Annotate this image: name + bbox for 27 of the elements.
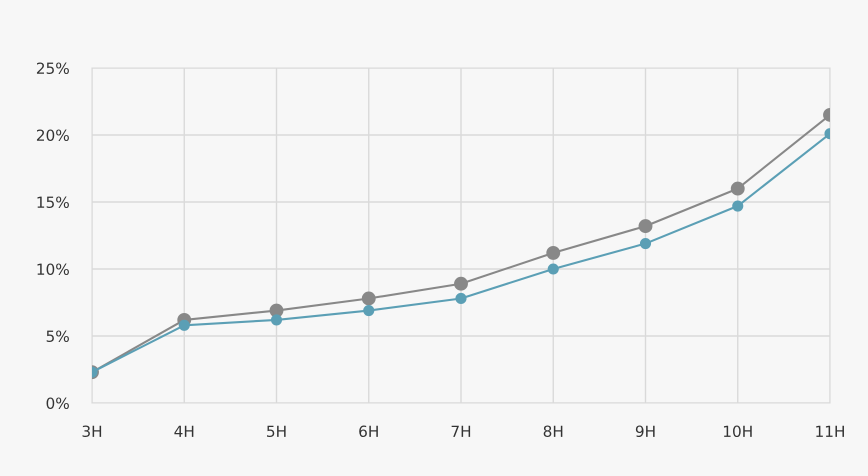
x-tick-label: 5H bbox=[267, 426, 286, 438]
y-tick-label: 10% bbox=[38, 263, 69, 276]
point bbox=[548, 263, 559, 275]
point bbox=[638, 219, 652, 234]
x-tick-label: 10H bbox=[724, 425, 752, 438]
point bbox=[363, 304, 374, 316]
point bbox=[362, 292, 376, 306]
x-tick-label: 9H bbox=[636, 425, 655, 438]
x-tick-label: 4H bbox=[174, 426, 194, 437]
point bbox=[732, 200, 744, 212]
x-tick-label: 8H bbox=[544, 425, 562, 438]
x-tick-label: 3H bbox=[82, 425, 102, 438]
y-tick-label: 25% bbox=[36, 62, 69, 74]
y-tick-label: 5% bbox=[46, 330, 69, 342]
y-tick-label: 15% bbox=[38, 196, 69, 208]
x-tick-label: 11H bbox=[816, 426, 844, 437]
point bbox=[730, 182, 745, 196]
point bbox=[270, 314, 282, 326]
point bbox=[640, 238, 652, 250]
point bbox=[454, 276, 468, 291]
point bbox=[455, 292, 467, 304]
point bbox=[546, 246, 560, 260]
x-tick-label: 7H bbox=[452, 426, 470, 437]
y-tick-label: 0% bbox=[46, 397, 69, 410]
x-tick-label: 6H bbox=[359, 425, 378, 438]
y-tick-label: 20% bbox=[36, 129, 69, 142]
point bbox=[178, 320, 190, 331]
